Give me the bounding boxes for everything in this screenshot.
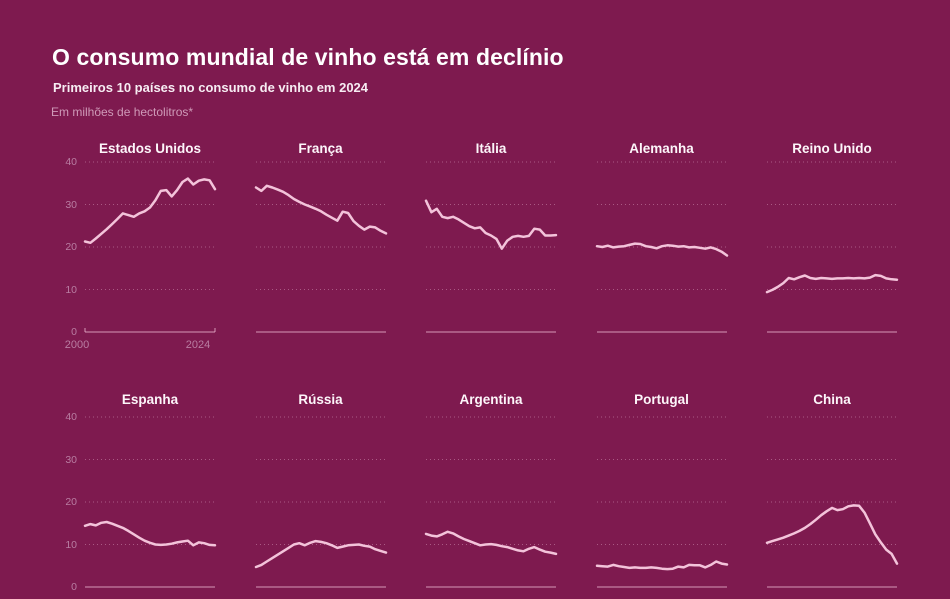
ytick-label-20: 20 bbox=[65, 241, 77, 253]
data-line-espanha bbox=[83, 520, 217, 547]
data-line-china bbox=[765, 504, 899, 565]
ytick-label-0: 0 bbox=[71, 326, 77, 338]
line-chart-franca bbox=[254, 161, 387, 333]
page-title: O consumo mundial de vinho está em declí… bbox=[52, 44, 564, 70]
line-chart-estados-unidos bbox=[83, 161, 217, 333]
xtick-label-2000: 2000 bbox=[64, 339, 90, 351]
line-chart-italia bbox=[424, 161, 558, 333]
line-chart-portugal bbox=[595, 416, 728, 588]
page-subtitle: Primeiros 10 países no consumo de vinho … bbox=[53, 80, 369, 95]
line-chart-espanha bbox=[83, 416, 217, 588]
infographic-canvas: { "page": { "title": "O consumo mundial … bbox=[51, 44, 899, 593]
ytick-label-40: 40 bbox=[65, 156, 77, 168]
data-line-italia bbox=[424, 199, 558, 250]
ytick-label-10: 10 bbox=[65, 538, 77, 551]
ytick-label-40: 40 bbox=[65, 411, 77, 423]
line-chart-china bbox=[765, 416, 899, 588]
xtick-label-2024: 2024 bbox=[185, 339, 211, 351]
chart-title-alemanha: Alemanha bbox=[629, 141, 694, 156]
chart-title-china: China bbox=[813, 392, 851, 407]
chart-title-russia: Rússia bbox=[298, 392, 343, 407]
ytick-label-30: 30 bbox=[65, 453, 77, 466]
line-chart-alemanha bbox=[595, 161, 728, 333]
line-chart-reino-unido bbox=[765, 161, 899, 333]
chart-title-portugal: Portugal bbox=[634, 392, 689, 407]
chart-title-estados-unidos: Estados Unidos bbox=[98, 141, 201, 156]
line-chart-argentina bbox=[424, 416, 558, 588]
ytick-label-10: 10 bbox=[65, 283, 77, 296]
ytick-label-20: 20 bbox=[65, 496, 77, 508]
data-line-portugal bbox=[595, 560, 728, 571]
chart-title-franca: França bbox=[298, 141, 343, 156]
ytick-label-0: 0 bbox=[71, 581, 77, 593]
chart-title-espanha: Espanha bbox=[121, 392, 179, 407]
data-line-argentina bbox=[424, 530, 558, 556]
unit-note: Em milhões de hectolitros* bbox=[51, 105, 194, 119]
data-line-alemanha bbox=[595, 242, 728, 257]
chart-title-reino-unido: Reino Unido bbox=[792, 141, 872, 156]
chart-title-italia: Itália bbox=[475, 141, 507, 156]
chart-title-argentina: Argentina bbox=[459, 392, 523, 407]
ytick-label-30: 30 bbox=[65, 198, 77, 211]
data-line-franca bbox=[254, 184, 387, 235]
line-chart-russia bbox=[254, 416, 387, 588]
data-line-reino-unido bbox=[765, 273, 899, 294]
data-line-estados-unidos bbox=[83, 177, 217, 245]
